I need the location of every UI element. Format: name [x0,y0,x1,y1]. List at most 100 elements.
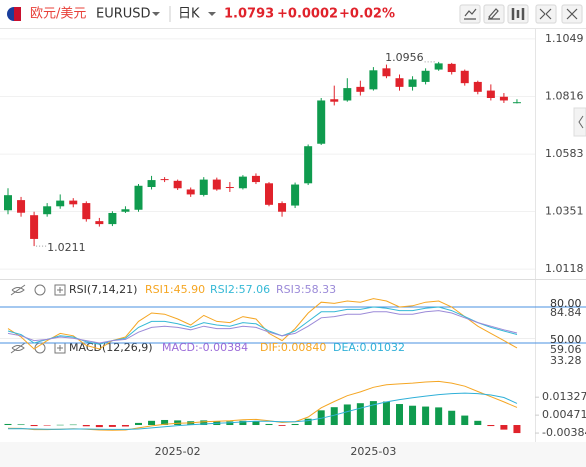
macd-bar [330,407,338,426]
side-tab[interactable] [573,107,586,137]
period[interactable]: 日K [178,7,200,22]
candle-body [147,180,156,188]
tool-icon [464,8,477,20]
expand-icon[interactable] [54,284,66,296]
candle-body [186,189,195,195]
candle-body [486,90,495,98]
macd-bar [369,401,377,426]
candle-body [17,200,26,213]
tool-icon [488,8,500,20]
expand-icon [57,345,63,351]
macd-bar [278,425,286,426]
macd-bar [121,425,129,427]
y-tick-label: -0.00384 [542,426,586,439]
y-tick-label: 0.01327 [542,390,586,403]
y-side-label: 84.84 [550,306,582,319]
macd-bar [487,425,495,427]
macd-bar [200,420,208,426]
macd-bar [474,420,482,426]
indicator-line [7,310,518,344]
macd-bar [226,421,234,426]
macd-bar [317,410,325,426]
candle-body [421,70,430,82]
candle-body [251,175,260,183]
candle-body [265,183,273,205]
macd-bar [448,410,456,426]
y-side-label: 33.28 [550,354,582,367]
candle-body [408,79,417,87]
candle-body [160,179,169,181]
candle-body [369,70,378,90]
indicator-line [7,392,518,430]
annotation: 1.0211 [47,241,86,254]
macd-bar [69,424,77,426]
candle-body [225,187,234,189]
candle-body [512,102,521,104]
legend-entry: DIF:0.00840 [260,341,326,354]
hide-icon[interactable] [10,284,26,296]
candle-body [95,221,104,225]
macd-bar [43,425,51,426]
macd-bar [500,425,508,430]
candle-body [278,203,287,212]
candle-body [212,179,221,190]
dropdown-arrow[interactable] [208,12,216,16]
dropdown-arrow[interactable] [152,12,160,16]
macd-bar [356,403,364,426]
candle-body [4,195,12,211]
candle-body [291,184,300,206]
indicator-title: MACD(12,26,9) [69,341,153,354]
symbol-code[interactable]: EURUSD [96,7,151,22]
change-pct: +0.02% [339,7,395,22]
candle-body [108,212,117,225]
symbol-name: 欧元/美元 [30,7,86,22]
macd-bar [148,420,156,426]
candle-body [304,146,313,184]
macd-bar [17,424,25,426]
macd-bar [135,422,142,426]
macd-bar [343,404,351,426]
annotation: 1.0956 [385,51,424,64]
y-tick-label: 0.00471 [542,408,586,421]
macd-bar [239,420,247,426]
legend-entry: MACD:-0.00384 [162,341,248,354]
tool-icon [566,8,578,20]
indicator-title: RSI(7,14,21) [69,283,137,296]
macd-bar [174,420,182,426]
candle-body [82,203,91,220]
tool-button[interactable] [459,4,481,24]
macd-bar [422,406,430,426]
settings-icon[interactable] [34,284,46,296]
y-side-label: 59.06 [550,343,582,356]
x-tick-label: 2025-03 [350,445,396,458]
macd-bar [396,404,403,426]
candle-body [121,209,130,212]
macd-bar [409,405,417,426]
y-tick-label: 80.00 [550,297,582,310]
y-tick-label: 50.00 [550,333,582,346]
candle-body [56,200,65,207]
candle-body [395,78,404,87]
macd-bar [513,425,521,434]
tool-icon [511,8,525,20]
flag-icon [14,7,21,21]
macd-bar [382,401,390,426]
candle-body [238,176,247,189]
legend-entry: DEA:0.01032 [333,341,405,354]
macd-bar [108,425,116,427]
macd-bar [4,423,12,426]
candle-body [434,63,443,70]
tool-button[interactable] [483,4,505,24]
candle-body [330,99,339,102]
hide-icon[interactable] [10,342,26,354]
price: 1.0793 [224,7,274,22]
macd-bar [161,419,169,426]
change: +0.0002 [277,7,338,22]
candle-body [499,96,508,101]
candle-body [43,206,52,215]
macd-bar [435,407,443,426]
macd-bar [82,425,90,427]
y-tick-label: 1.0118 [545,262,584,275]
